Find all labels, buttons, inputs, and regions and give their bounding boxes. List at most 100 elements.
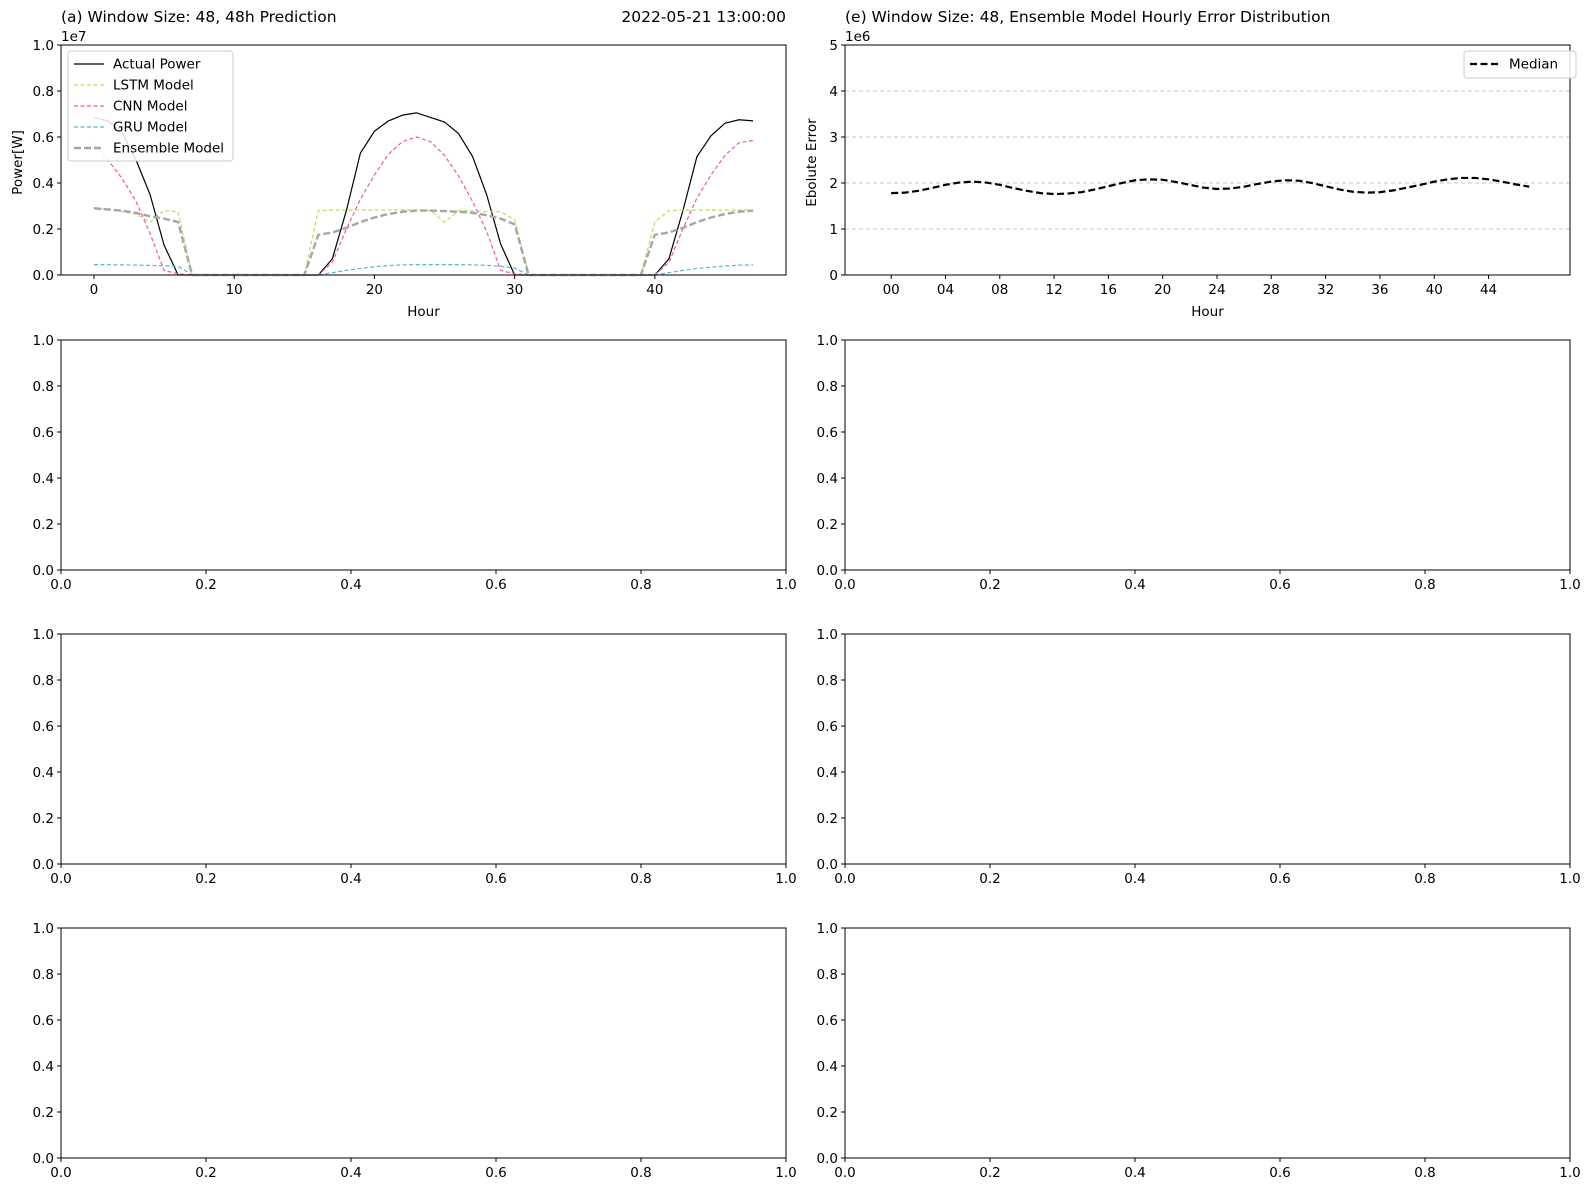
panel-e-xlabel: Hour bbox=[1191, 304, 1224, 320]
y-tick-label: 0.8 bbox=[817, 673, 838, 689]
x-tick-label: 30 bbox=[506, 282, 523, 298]
y-tick-label: 0.2 bbox=[33, 222, 54, 238]
y-tick-label: 0.2 bbox=[33, 811, 54, 827]
x-tick-label: 0.4 bbox=[1124, 1165, 1145, 1181]
x-tick-label: 0 bbox=[90, 282, 99, 298]
panel-e-title: (e) Window Size: 48, Ensemble Model Hour… bbox=[845, 8, 1330, 26]
y-tick-label: 1.0 bbox=[33, 38, 54, 54]
x-tick-label: 0.2 bbox=[979, 1165, 1000, 1181]
y-tick-label: 0.4 bbox=[33, 176, 54, 192]
x-tick-label: 0.4 bbox=[1124, 577, 1145, 593]
x-tick-label: 40 bbox=[646, 282, 663, 298]
y-tick-label: 0.4 bbox=[33, 765, 54, 781]
x-tick-label: 0.4 bbox=[1124, 871, 1145, 887]
x-tick-label: 0.6 bbox=[485, 577, 506, 593]
x-tick-label: 1.0 bbox=[775, 1165, 796, 1181]
y-tick-label: 0.8 bbox=[817, 967, 838, 983]
x-tick-label: 1.0 bbox=[1559, 871, 1580, 887]
y-tick-label: 1 bbox=[829, 222, 838, 238]
y-tick-label: 1.0 bbox=[817, 627, 838, 643]
y-tick-label: 0.8 bbox=[33, 84, 54, 100]
x-tick-label: 1.0 bbox=[775, 577, 796, 593]
y-tick-label: 0.2 bbox=[817, 811, 838, 827]
axes-frame bbox=[60, 927, 787, 1159]
x-tick-label: 0.0 bbox=[834, 871, 855, 887]
x-tick-label: 0.0 bbox=[50, 577, 71, 593]
y-tick-label: 0.0 bbox=[33, 857, 54, 873]
x-tick-label: 1.0 bbox=[1559, 1165, 1580, 1181]
y-tick-label: 3 bbox=[829, 130, 838, 146]
x-tick-label: 08 bbox=[991, 282, 1008, 298]
x-tick-label: 0.6 bbox=[1269, 871, 1290, 887]
x-tick-label: 0.8 bbox=[1414, 871, 1435, 887]
legend-label-gru-model: GRU Model bbox=[113, 120, 188, 136]
x-tick-label: 0.8 bbox=[630, 577, 651, 593]
axes-frame bbox=[844, 339, 1571, 571]
y-tick-label: 0.8 bbox=[33, 967, 54, 983]
y-tick-label: 0.6 bbox=[33, 130, 54, 146]
x-tick-label: 0.2 bbox=[979, 577, 1000, 593]
panel-a-y-scale-label: 1e7 bbox=[61, 29, 86, 45]
x-tick-label: 44 bbox=[1480, 282, 1497, 298]
x-tick-label: 0.2 bbox=[195, 577, 216, 593]
x-tick-label: 00 bbox=[883, 282, 900, 298]
legend-label-ensemble-model: Ensemble Model bbox=[113, 141, 224, 157]
axes-frame bbox=[60, 633, 787, 865]
y-tick-label: 0.0 bbox=[33, 1151, 54, 1167]
panel-empty-row2-left: 0.0 0.2 0.4 0.6 0.8 1.0 0.0 0.2 0.4 0.6 0.8 1.0 bbox=[33, 333, 797, 593]
x-tick-label: 0.0 bbox=[50, 1165, 71, 1181]
y-tick-label: 1.0 bbox=[33, 333, 54, 349]
y-tick-label: 0.2 bbox=[33, 517, 54, 533]
y-tick-label: 0.8 bbox=[817, 379, 838, 395]
panel-e-legend: Median bbox=[1463, 50, 1577, 79]
y-tick-label: 0.0 bbox=[33, 268, 54, 284]
y-tick-label: 0.2 bbox=[33, 1105, 54, 1121]
y-tick-label: 0.0 bbox=[817, 1151, 838, 1167]
y-tick-label: 0.8 bbox=[33, 379, 54, 395]
x-tick-label: 0.4 bbox=[340, 1165, 361, 1181]
x-tick-label: 1.0 bbox=[775, 871, 796, 887]
panel-a-xlabel: Hour bbox=[407, 304, 440, 320]
y-tick-label: 0 bbox=[829, 268, 838, 284]
axes-frame bbox=[844, 633, 1571, 865]
y-tick-label: 0.6 bbox=[817, 425, 838, 441]
y-tick-label: 1.0 bbox=[33, 627, 54, 643]
y-tick-label: 0.6 bbox=[33, 719, 54, 735]
x-tick-label: 0.2 bbox=[195, 1165, 216, 1181]
x-tick-label: 0.4 bbox=[340, 871, 361, 887]
x-tick-label: 12 bbox=[1045, 282, 1062, 298]
x-tick-label: 0.8 bbox=[630, 1165, 651, 1181]
x-tick-label: 20 bbox=[366, 282, 383, 298]
x-tick-label: 0.6 bbox=[485, 871, 506, 887]
y-tick-label: 5 bbox=[829, 38, 838, 54]
legend-label-actual-power: Actual Power bbox=[113, 57, 201, 73]
y-tick-label: 0.4 bbox=[817, 765, 838, 781]
panel-empty-row3-left: 0.0 0.2 0.4 0.6 0.8 1.0 0.0 0.2 0.4 0.6 0.8 1.0 bbox=[33, 627, 797, 887]
panel-empty-row2-right: 0.0 0.2 0.4 0.6 0.8 1.0 0.0 0.2 0.4 0.6 0.8 1.0 bbox=[817, 333, 1581, 593]
legend-frame bbox=[67, 50, 234, 162]
x-tick-label: 0.6 bbox=[1269, 1165, 1290, 1181]
x-tick-label: 0.0 bbox=[834, 1165, 855, 1181]
x-tick-label: 10 bbox=[226, 282, 243, 298]
panel-a-title: (a) Window Size: 48, 48h Prediction bbox=[61, 8, 337, 26]
x-tick-label: 0.6 bbox=[1269, 577, 1290, 593]
x-tick-label: 0.8 bbox=[630, 871, 651, 887]
legend-frame bbox=[1463, 50, 1577, 79]
x-tick-label: 0.6 bbox=[485, 1165, 506, 1181]
axes-frame bbox=[60, 44, 787, 276]
y-tick-label: 2 bbox=[829, 176, 838, 192]
x-tick-label: 1.0 bbox=[1559, 577, 1580, 593]
panel-a: (a) Window Size: 48, 48h Prediction 2022… bbox=[10, 8, 787, 320]
legend-label-lstm-model: LSTM Model bbox=[113, 78, 194, 94]
panel-a-timestamp: 2022-05-21 13:00:00 bbox=[621, 8, 786, 26]
y-tick-label: 4 bbox=[829, 84, 838, 100]
y-tick-label: 0.4 bbox=[33, 1059, 54, 1075]
axes-frame bbox=[60, 339, 787, 571]
y-tick-label: 0.6 bbox=[817, 719, 838, 735]
x-tick-label: 24 bbox=[1208, 282, 1225, 298]
series-line-median bbox=[891, 176, 1530, 196]
x-tick-label: 0.2 bbox=[195, 871, 216, 887]
y-tick-label: 0.4 bbox=[817, 471, 838, 487]
panel-a-legend: Actual Power LSTM Model CNN Model GRU Mo… bbox=[67, 50, 234, 162]
